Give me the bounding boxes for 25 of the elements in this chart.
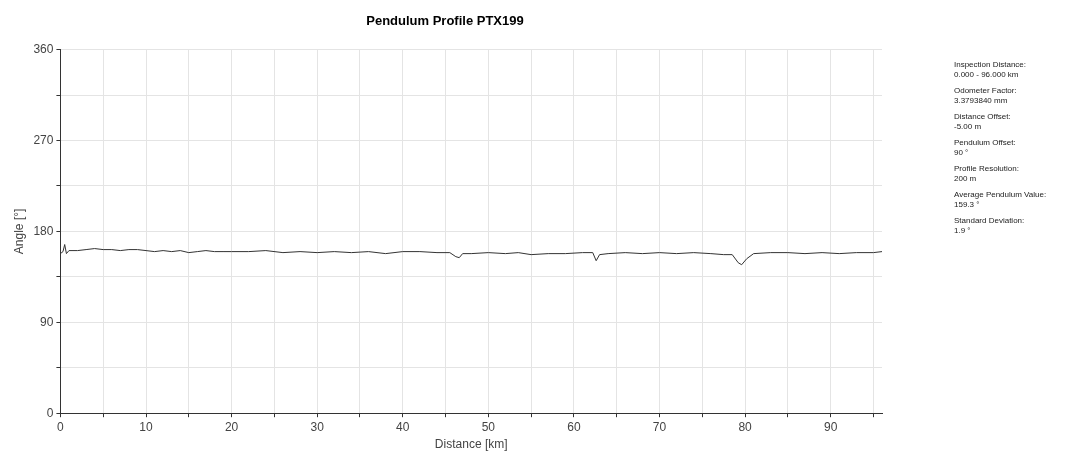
text: Pendulum Offset: 90 ° (954, 138, 1017, 158)
x-tick-label: 30 (310, 419, 325, 434)
y-tick-label: 0 (46, 405, 54, 420)
x-tick-label: 10 (139, 419, 153, 434)
text: Average Pendulum Value: 159.3 ° (954, 190, 1047, 210)
text: Standard Deviation: 1.9 ° (954, 216, 1026, 236)
text: Distance Offset: -5.00 m (954, 112, 1012, 132)
text: Profile Resolution: 200 m (954, 164, 1020, 184)
y-tick-label: 180 (33, 223, 54, 238)
x-tick-label: 90 (823, 419, 838, 434)
y-axis-title: Angle [°] (11, 208, 26, 255)
x-tick-label: 50 (481, 419, 496, 434)
x-tick-label: 80 (738, 419, 753, 434)
chart-title: Pendulum Profile PTX199 (366, 13, 524, 29)
x-tick-label: 70 (652, 419, 667, 434)
x-tick-label: 0 (57, 419, 65, 434)
y-tick-label: 270 (33, 132, 54, 147)
x-axis-title: Distance [km] (434, 437, 508, 452)
x-tick-label: 40 (396, 419, 410, 434)
x-tick-label: 60 (567, 419, 581, 434)
x-tick-label: 20 (224, 419, 239, 434)
y-tick-label: 360 (33, 41, 54, 56)
y-tick-label: 90 (40, 314, 54, 329)
text: Inspection Distance: 0.000 - 96.000 km (954, 60, 1028, 80)
text: Odometer Factor: 3.3793840 mm (954, 86, 1018, 106)
